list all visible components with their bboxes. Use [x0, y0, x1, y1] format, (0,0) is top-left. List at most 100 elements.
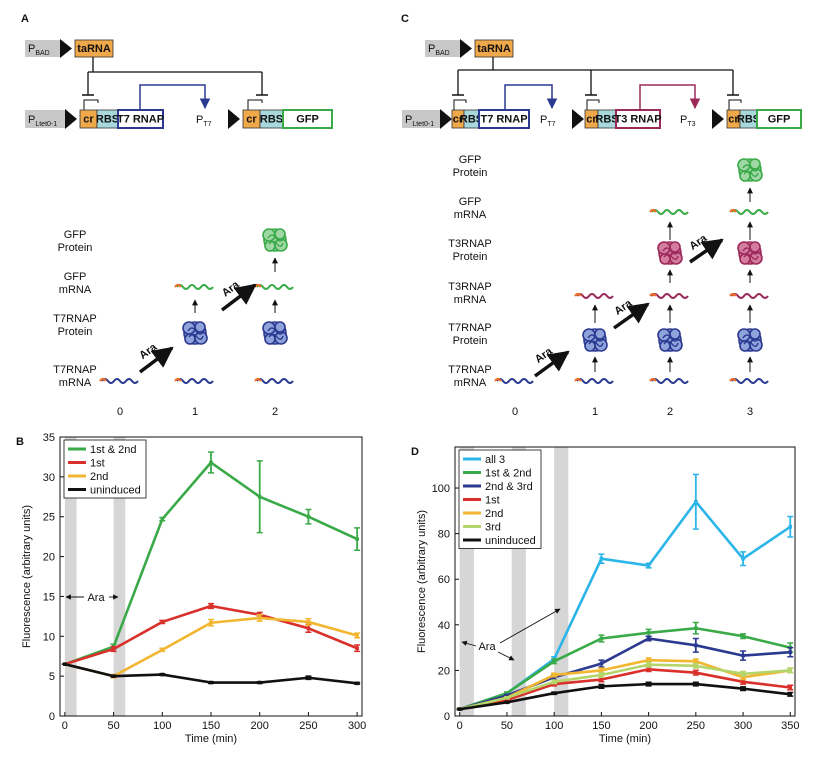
point — [306, 675, 311, 680]
point — [694, 626, 698, 631]
y-tick-label: 15 — [43, 591, 55, 603]
error-cap — [208, 618, 214, 627]
point — [646, 630, 651, 635]
repression-line — [87, 57, 263, 95]
protein-lobe — [669, 241, 681, 253]
stage-label: 2 — [667, 406, 673, 418]
gene-label: cr — [453, 114, 464, 126]
protein-lobe — [264, 240, 276, 252]
x-tick-label: 150 — [592, 720, 610, 732]
error-cap — [354, 527, 361, 551]
point — [741, 634, 745, 639]
protein-lobe — [739, 170, 751, 182]
error-cap — [551, 679, 558, 685]
error-cap — [256, 614, 263, 622]
panel-label: B — [16, 436, 24, 448]
inducer-arrow — [220, 283, 257, 312]
error-cap — [740, 650, 747, 661]
point — [599, 677, 604, 682]
mrna — [496, 378, 534, 384]
error-cap — [598, 634, 605, 643]
mrna-head — [729, 377, 737, 382]
promoter-box — [25, 110, 65, 128]
gene-box — [282, 109, 333, 129]
point — [505, 698, 509, 702]
row-label: mRNA — [454, 209, 487, 221]
row-label: T7RNAP — [53, 364, 96, 376]
y-axis-label: Fluorescence (arbitrary units) — [21, 505, 33, 648]
y-tick-label: 25 — [43, 512, 55, 524]
point — [599, 556, 604, 561]
gene-box — [74, 39, 114, 58]
activation-arrow — [139, 84, 211, 110]
point — [552, 691, 556, 696]
mrna-head — [729, 208, 737, 213]
point — [552, 673, 556, 677]
promoter-label: PT3 — [680, 114, 696, 128]
shaded-interval — [113, 437, 126, 716]
protein-lobe — [749, 241, 761, 253]
mrna — [256, 284, 294, 290]
promoter-label: PT7 — [196, 114, 212, 128]
point — [599, 673, 604, 677]
protein-lobe — [264, 333, 276, 345]
x-tick-label: 300 — [348, 720, 366, 732]
plot-frame — [59, 436, 363, 717]
error-cap — [787, 667, 794, 674]
error-cap — [354, 632, 361, 639]
promoter-box — [402, 110, 440, 128]
inducer-arrow — [533, 350, 570, 378]
annotation: Ara — [478, 641, 496, 653]
point — [257, 680, 262, 685]
mrna — [176, 378, 214, 384]
promoter-sub: BAD — [35, 50, 49, 57]
error-cap — [645, 635, 652, 642]
legend-label: 1st — [90, 458, 105, 470]
point — [355, 633, 359, 638]
point — [788, 524, 793, 529]
error-cap — [645, 681, 652, 687]
point — [160, 648, 165, 652]
y-tick-label: 20 — [438, 665, 450, 677]
row-label: GFP — [64, 229, 87, 241]
point — [552, 659, 556, 664]
y-tick-label: 5 — [49, 671, 55, 683]
promoter-sub: T7 — [547, 121, 555, 128]
point — [694, 682, 698, 686]
point — [741, 672, 745, 676]
mrna — [576, 378, 614, 384]
x-tick-label: 50 — [107, 720, 119, 732]
x-tick-label: 150 — [202, 720, 220, 732]
legend-label: uninduced — [485, 535, 536, 547]
point — [741, 653, 745, 658]
series-line — [459, 682, 791, 711]
legend-label: 2nd — [90, 471, 108, 483]
gene-label: RBS — [595, 114, 618, 126]
gene-label: T3 RNAP — [614, 114, 661, 126]
self-repression — [83, 99, 263, 110]
mrna-head — [254, 377, 262, 382]
mrna-head — [574, 292, 582, 297]
mrna-head — [99, 377, 107, 382]
protein-lobe — [184, 333, 196, 345]
row-label: Protein — [453, 251, 488, 263]
protein-fold — [587, 334, 605, 347]
promoter-arrow — [65, 109, 77, 129]
x-axis-label: Time (min) — [185, 733, 237, 745]
gene-label: RBS — [460, 114, 483, 126]
point — [505, 691, 509, 696]
error-cap — [740, 551, 747, 567]
point — [646, 682, 651, 686]
gene-label: RBS — [96, 114, 119, 126]
error-cap — [645, 562, 652, 569]
gene-label: T7 RNAP — [117, 114, 164, 126]
point — [694, 664, 698, 668]
y-tick-label: 20 — [43, 552, 55, 564]
stage-label: 0 — [117, 406, 123, 418]
repression-line — [457, 57, 734, 95]
mrna-head — [174, 283, 182, 288]
row-label: T3RNAP — [448, 238, 491, 250]
series-line — [459, 663, 791, 711]
promoter-arrow — [228, 109, 240, 129]
protein-lobe — [194, 321, 206, 333]
